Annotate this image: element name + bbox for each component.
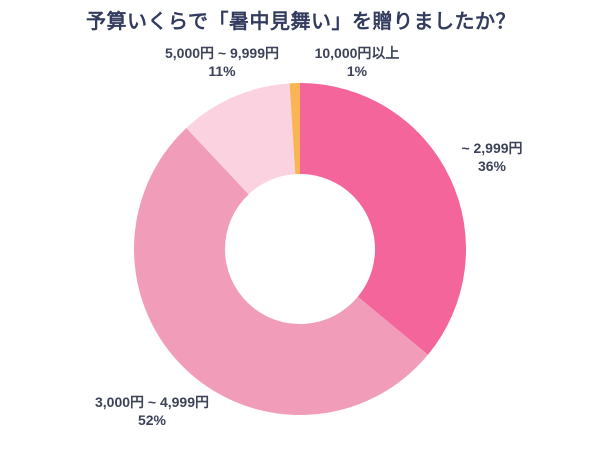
slice-label-10000-plus: 10,000円以上 1% <box>315 44 400 80</box>
slice-label-range: ~ 2,999円 <box>461 140 523 156</box>
donut-slice-0 <box>300 83 467 355</box>
slice-label-3000-4999: 3,000円 ~ 4,999円 52% <box>95 393 209 429</box>
donut-slice-3 <box>289 83 300 175</box>
slice-label-percent: 52% <box>137 412 167 428</box>
slice-label-range: 5,000円 ~ 9,999円 <box>164 45 280 61</box>
slice-label-5000-9999: 5,000円 ~ 9,999円 11% <box>165 44 279 80</box>
slice-label-percent: 36% <box>477 158 507 174</box>
donut-slice-2 <box>186 83 296 195</box>
slice-label-percent: 1% <box>346 63 368 79</box>
slice-label-under-2999: ~ 2,999円 36% <box>461 139 522 175</box>
slice-label-range: 10,000円以上 <box>314 45 400 61</box>
slice-label-range: 3,000円 ~ 4,999円 <box>94 394 210 410</box>
donut-slice-1 <box>134 127 428 416</box>
chart-title: 予算いくらで「暑中見舞い」を贈りましたか？ <box>86 11 516 33</box>
slice-label-percent: 11% <box>208 63 236 79</box>
